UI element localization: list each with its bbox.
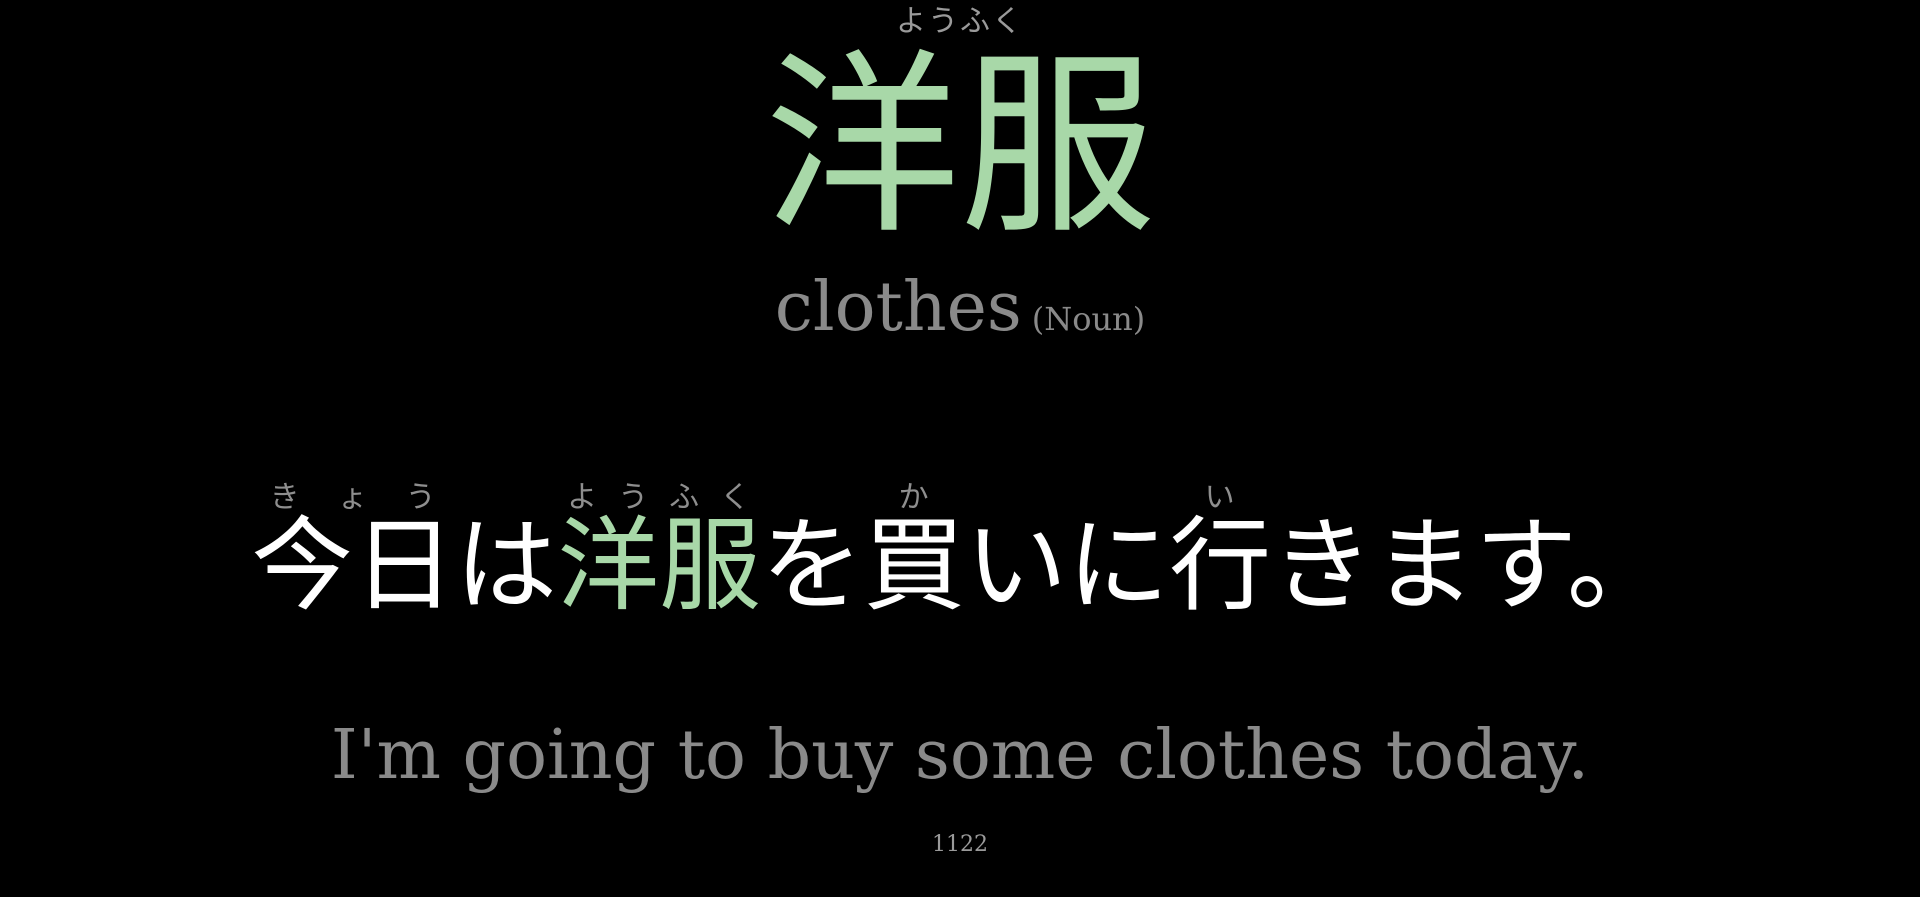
sentence-segment: は: [455, 507, 558, 626]
gloss: clothes (Noun): [0, 268, 1920, 359]
gloss-meaning: clothes: [774, 268, 1022, 347]
sentence-segment: きます。: [1271, 507, 1669, 626]
sentence-segment: いに: [965, 507, 1170, 626]
furigana: か: [863, 480, 966, 515]
sentence-translation: I'm going to buy some clothes today.: [330, 716, 1590, 795]
sentence-segment: を: [761, 507, 864, 626]
example-sentence: 今日きょうは洋服ようふくを買かいに行いきます。: [0, 480, 1920, 640]
sentence-segment: 今日きょう: [251, 480, 456, 626]
furigana: きょう: [251, 480, 456, 515]
furigana: ようふく: [557, 480, 762, 515]
furigana: い: [1169, 480, 1272, 515]
sentence-segment: 買か: [863, 480, 966, 626]
sentence-segment: 行い: [1169, 480, 1272, 626]
headword-reading: ようふく: [896, 4, 1024, 39]
headword-kanji: 洋服: [763, 33, 1156, 261]
sentence-target-word: 洋服ようふく: [557, 480, 762, 626]
part-of-speech: (Noun): [1031, 300, 1146, 338]
card-number: 1122: [932, 832, 988, 857]
